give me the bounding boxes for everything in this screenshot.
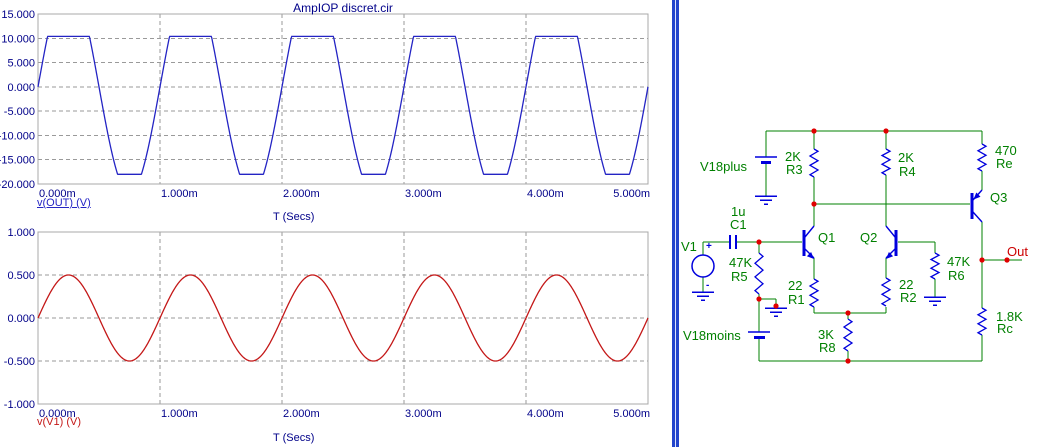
plots-canvas[interactable]: 15.000 10.000 5.000 0.000 -5.000 -10.000 -15.0… <box>0 0 672 447</box>
label-node-out[interactable]: Out <box>1007 244 1028 259</box>
y-tick-label: -20.000 <box>0 179 35 191</box>
junction-dot <box>773 303 779 309</box>
resistor-R4-symbol[interactable] <box>880 148 892 176</box>
x-tick-label: 0.000m <box>39 188 76 200</box>
y-tick-label: -5.000 <box>4 106 35 118</box>
x-axis-label-bottom: T (Secs) <box>273 432 315 444</box>
label-rc-value[interactable]: 1.8K <box>996 309 1023 324</box>
label-r1-name[interactable]: R1 <box>788 292 805 307</box>
resistor-Re-symbol[interactable] <box>976 143 988 172</box>
x-tick-label: 5.000m <box>613 188 650 200</box>
resistor-Rc-symbol[interactable] <box>976 307 988 336</box>
y-tick-label: 0.000 <box>7 313 35 325</box>
ground-symbol[interactable] <box>755 195 777 205</box>
transistor-q3[interactable] <box>970 189 983 223</box>
capacitor-c1[interactable] <box>729 235 737 249</box>
junction-dot <box>1004 257 1010 263</box>
y-tick-label: -10.000 <box>0 130 35 142</box>
ground-symbol[interactable] <box>765 307 787 317</box>
legend-vout[interactable]: v(OUT) (V) <box>37 197 91 209</box>
x-tick-label: 4.000m <box>527 408 564 420</box>
junction-dot <box>756 239 762 245</box>
junction-dot <box>845 310 851 316</box>
legend-vv1[interactable]: v(V1) (V) <box>37 416 81 428</box>
x-tick-label: 4.000m <box>527 188 564 200</box>
resistor-R8-symbol[interactable] <box>842 318 854 352</box>
label-r1-value[interactable]: 22 <box>788 278 803 293</box>
transistor-q2[interactable] <box>885 225 898 259</box>
label-r8-value[interactable]: 3K <box>818 327 834 342</box>
x-tick-label: 5.000m <box>613 408 650 420</box>
x-tick-label: 2.000m <box>283 188 320 200</box>
y-tick-label: -0.500 <box>4 356 35 368</box>
label-q1[interactable]: Q1 <box>818 230 836 245</box>
label-re-name[interactable]: Re <box>996 156 1013 171</box>
battery-v18plus[interactable] <box>755 156 777 164</box>
label-r6-value[interactable]: 47K <box>947 254 971 269</box>
label-q3[interactable]: Q3 <box>990 190 1008 205</box>
x-axis-label-top: T (Secs) <box>273 211 315 223</box>
y-tick-label: -1.000 <box>4 399 35 411</box>
junction-dot <box>845 358 851 364</box>
x-tick-label: 2.000m <box>283 408 320 420</box>
resistor-R5-symbol[interactable] <box>753 252 765 295</box>
junction-dot <box>883 128 889 134</box>
plot-border <box>37 13 649 185</box>
label-v1[interactable]: V1 <box>681 239 697 254</box>
ground-symbol[interactable] <box>924 296 946 306</box>
label-c1-name[interactable]: C1 <box>730 217 747 232</box>
panel-splitter[interactable] <box>672 0 679 447</box>
x-tick-label: 1.000m <box>161 408 198 420</box>
y-tick-label: 10.000 <box>1 33 35 45</box>
y-tick-label: -15.000 <box>0 155 35 167</box>
chart-title: AmpIOP discret.cir <box>293 1 393 15</box>
label-r5-name[interactable]: R5 <box>731 269 748 284</box>
label-r3-name[interactable]: R3 <box>786 162 803 177</box>
junction-dot <box>811 128 817 134</box>
resistor-R1-symbol[interactable] <box>808 278 820 308</box>
x-tick-label: 3.000m <box>405 188 442 200</box>
resistor-R6-symbol[interactable] <box>929 252 941 280</box>
label-r4-value[interactable]: 2K <box>898 150 914 165</box>
y-tick-label: 15.000 <box>1 9 35 21</box>
x-tick-label: 1.000m <box>161 188 198 200</box>
y-tick-label: 0.500 <box>7 270 35 282</box>
label-r4-name[interactable]: R4 <box>899 164 916 179</box>
junction-dot <box>811 201 817 207</box>
schematic-wires <box>702 130 1022 362</box>
y-tick-label: 5.000 <box>7 58 35 70</box>
waveform-1-0 <box>37 274 649 362</box>
label-r2-value[interactable]: 22 <box>899 277 914 292</box>
junction-dot <box>756 296 762 302</box>
label-v18moins[interactable]: V18moins <box>683 328 741 343</box>
resistor-R2-symbol[interactable] <box>880 277 892 307</box>
junction-dot <box>979 257 985 263</box>
label-v18plus[interactable]: V18plus <box>700 159 747 174</box>
ground-symbol[interactable] <box>692 291 714 301</box>
label-r5-value[interactable]: 47K <box>729 255 753 270</box>
y-tick-label: 0.000 <box>7 82 35 94</box>
waveform-0-0 <box>37 35 649 175</box>
label-re-value[interactable]: 470 <box>995 143 1017 158</box>
x-tick-label: 0.000m <box>39 408 76 420</box>
transistor-q1[interactable] <box>802 225 815 259</box>
label-c1-value[interactable]: 1u <box>731 204 746 219</box>
label-r2-name[interactable]: R2 <box>900 290 917 305</box>
x-tick-label: 3.000m <box>405 408 442 420</box>
resistor-R3-symbol[interactable] <box>808 148 820 178</box>
label-r3-value[interactable]: 2K <box>785 149 801 164</box>
y-tick-label: 1.000 <box>7 227 35 239</box>
label-rc-name[interactable]: Rc <box>997 321 1013 336</box>
plot-panel: 15.000 10.000 5.000 0.000 -5.000 -10.000 -15.0… <box>0 0 672 447</box>
label-r6-name[interactable]: R6 <box>948 268 965 283</box>
source-v1[interactable] <box>691 254 715 278</box>
label-r8-name[interactable]: R8 <box>819 340 836 355</box>
battery-v18moins[interactable] <box>748 331 770 339</box>
label-q2[interactable]: Q2 <box>860 230 878 245</box>
